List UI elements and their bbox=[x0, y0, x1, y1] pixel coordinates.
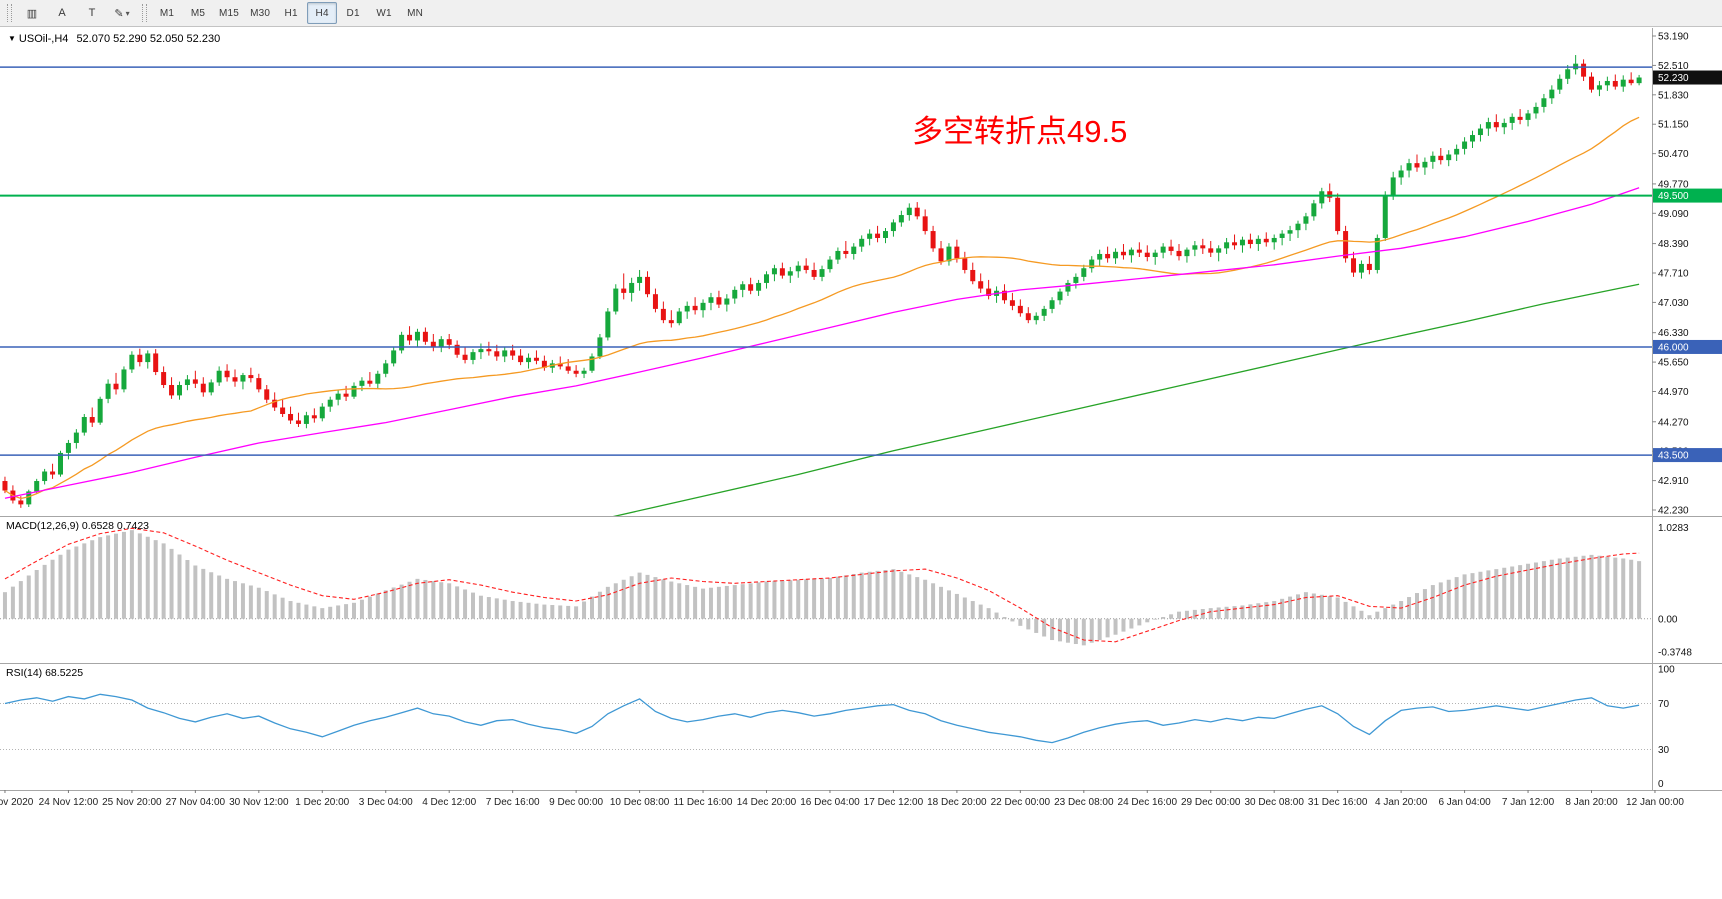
timeframe-m5-button[interactable]: M5 bbox=[190, 7, 206, 19]
text-tool-icon[interactable]: T bbox=[88, 7, 96, 19]
macd-panel[interactable]: 1.0283 0.00 -0.3748 bbox=[0, 516, 1722, 663]
svg-text:47.030: 47.030 bbox=[1658, 298, 1689, 309]
candlesticks bbox=[2, 55, 1642, 508]
svg-text:0: 0 bbox=[1658, 779, 1664, 790]
chart-text-annotation[interactable]: 多空转折点49.5 bbox=[912, 114, 1128, 149]
timeframe-w1-button[interactable]: W1 bbox=[376, 7, 392, 19]
svg-text:49.770: 49.770 bbox=[1658, 179, 1689, 190]
timeframe-h4-button[interactable]: H4 bbox=[307, 2, 338, 24]
svg-text:52.230: 52.230 bbox=[1658, 73, 1689, 84]
chart-title: ▼ USOil-,H4 52.070 52.290 52.050 52.230 bbox=[8, 33, 220, 45]
ma-fast-orange bbox=[4, 116, 1640, 500]
main-price-chart-panel[interactable]: 53.190 52.510 51.830 51.150 50.470 49.770 49.0… bbox=[0, 28, 1722, 516]
svg-text:0.00: 0.00 bbox=[1658, 614, 1678, 625]
time-axis-label: 6 Jan 04:00 bbox=[1438, 797, 1491, 808]
svg-text:45.650: 45.650 bbox=[1658, 358, 1689, 369]
ma-slow-green bbox=[612, 283, 1640, 516]
time-axis-label: 24 Nov 12:00 bbox=[39, 797, 99, 808]
cursor-a-icon[interactable]: A bbox=[58, 7, 66, 19]
timeframe-group: M1 M5 M15 M30 H1 H4 D1 W1 MN bbox=[152, 2, 430, 24]
time-axis-label: 29 Dec 00:00 bbox=[1181, 797, 1241, 808]
time-axis-label: 16 Dec 04:00 bbox=[800, 797, 860, 808]
timeframe-m15-button[interactable]: M15 bbox=[219, 7, 240, 19]
time-axis-label: 7 Dec 16:00 bbox=[486, 797, 540, 808]
timeframe-m1-button[interactable]: M1 bbox=[159, 7, 175, 19]
svg-text:-0.3748: -0.3748 bbox=[1658, 647, 1692, 658]
draw-tool-icon[interactable]: ✎ ▾ bbox=[114, 7, 130, 20]
svg-text:51.830: 51.830 bbox=[1658, 90, 1689, 101]
ohlc-values: 52.070 52.290 52.050 52.230 bbox=[76, 33, 221, 45]
timeframe-h1-button[interactable]: H1 bbox=[284, 7, 298, 19]
rsi-panel[interactable]: 100 70 30 0 bbox=[0, 663, 1722, 790]
time-axis-label: 24 Dec 16:00 bbox=[1118, 797, 1178, 808]
top-toolbar: ▥ A T ✎ ▾ M1 M5 M15 M30 H1 H4 D1 W1 MN bbox=[0, 0, 1722, 27]
toolbar-grip[interactable] bbox=[7, 4, 12, 22]
svg-text:100: 100 bbox=[1658, 665, 1675, 676]
time-axis-label: 1 Dec 20:00 bbox=[295, 797, 349, 808]
timeframe-mn-button[interactable]: MN bbox=[407, 7, 424, 19]
time-axis-label: 10 Dec 08:00 bbox=[610, 797, 670, 808]
chart-dropdown-marker-icon[interactable]: ▼ bbox=[8, 34, 16, 43]
price-badge-43.500: 43.500 bbox=[1653, 448, 1722, 463]
rsi-line bbox=[4, 693, 1640, 744]
timeframe-m30-button[interactable]: M30 bbox=[250, 7, 271, 19]
svg-text:42.910: 42.910 bbox=[1658, 476, 1689, 487]
time-axis-label: 30 Dec 08:00 bbox=[1244, 797, 1304, 808]
main-plot-layer bbox=[0, 55, 1652, 516]
time-axis-label: 14 Dec 20:00 bbox=[737, 797, 797, 808]
chevron-down-icon: ▾ bbox=[125, 8, 130, 18]
svg-text:46.330: 46.330 bbox=[1658, 328, 1689, 339]
chart-window-icon[interactable]: ▥ bbox=[26, 7, 38, 20]
ma-medium-magenta bbox=[4, 187, 1640, 499]
svg-text:48.390: 48.390 bbox=[1658, 239, 1689, 250]
time-axis-label: 3 Dec 04:00 bbox=[359, 797, 413, 808]
svg-text:49.500: 49.500 bbox=[1658, 191, 1689, 202]
svg-text:53.190: 53.190 bbox=[1658, 32, 1689, 43]
macd-indicator-label: MACD(12,26,9) 0.6528 0.7423 bbox=[6, 520, 150, 532]
macd-signal-line bbox=[4, 527, 1640, 643]
time-axis-label: 12 Jan 00:00 bbox=[1626, 797, 1684, 808]
price-badge-49.500: 49.500 bbox=[1653, 188, 1722, 203]
price-badge-52.230: 52.230 bbox=[1653, 70, 1722, 85]
timeframe-d1-button[interactable]: D1 bbox=[346, 7, 360, 19]
time-axis-label: 9 Dec 00:00 bbox=[549, 797, 603, 808]
time-axis-label: 11 Dec 16:00 bbox=[674, 797, 733, 808]
time-axis-label: 18 Dec 20:00 bbox=[927, 797, 987, 808]
time-axis-label: 8 Jan 20:00 bbox=[1565, 797, 1618, 808]
svg-text:52.510: 52.510 bbox=[1658, 61, 1689, 72]
price-scale: 53.190 52.510 51.830 51.150 50.470 49.770 49.0… bbox=[1652, 28, 1689, 516]
rsi-indicator-label: RSI(14) 68.5225 bbox=[6, 667, 84, 679]
time-axis-label: 22 Dec 00:00 bbox=[991, 797, 1051, 808]
svg-text:30: 30 bbox=[1658, 745, 1670, 756]
svg-text:49.090: 49.090 bbox=[1658, 209, 1689, 220]
svg-text:42.230: 42.230 bbox=[1658, 506, 1689, 517]
time-axis-label: 17 Dec 12:00 bbox=[864, 797, 924, 808]
svg-text:46.000: 46.000 bbox=[1658, 342, 1689, 353]
svg-text:51.150: 51.150 bbox=[1658, 120, 1689, 131]
svg-text:43.500: 43.500 bbox=[1658, 451, 1689, 462]
time-axis-label: 27 Nov 04:00 bbox=[166, 797, 226, 808]
svg-text:70: 70 bbox=[1658, 699, 1670, 710]
price-badge-46.000: 46.000 bbox=[1653, 339, 1722, 354]
svg-text:50.470: 50.470 bbox=[1658, 149, 1689, 160]
toolbar-icon-group: ▥ A T ✎ ▾ bbox=[17, 2, 137, 24]
time-axis-label: 23 Nov 2020 bbox=[0, 797, 34, 808]
toolbar-grip[interactable] bbox=[142, 4, 147, 22]
time-axis-label: 4 Dec 12:00 bbox=[422, 797, 476, 808]
svg-text:44.970: 44.970 bbox=[1658, 387, 1689, 398]
svg-text:44.270: 44.270 bbox=[1658, 417, 1689, 428]
svg-text:47.710: 47.710 bbox=[1658, 269, 1689, 280]
svg-text:1.0283: 1.0283 bbox=[1658, 523, 1689, 534]
time-axis-label: 7 Jan 12:00 bbox=[1502, 797, 1555, 808]
time-axis-label: 30 Nov 12:00 bbox=[229, 797, 289, 808]
time-axis-label: 23 Dec 08:00 bbox=[1054, 797, 1114, 808]
time-axis-label: 31 Dec 16:00 bbox=[1308, 797, 1368, 808]
symbol-timeframe-label: USOil-,H4 bbox=[18, 33, 69, 45]
time-axis-label: 25 Nov 20:00 bbox=[102, 797, 162, 808]
macd-histogram bbox=[2, 530, 1642, 646]
time-axis-label: 4 Jan 20:00 bbox=[1375, 797, 1428, 808]
